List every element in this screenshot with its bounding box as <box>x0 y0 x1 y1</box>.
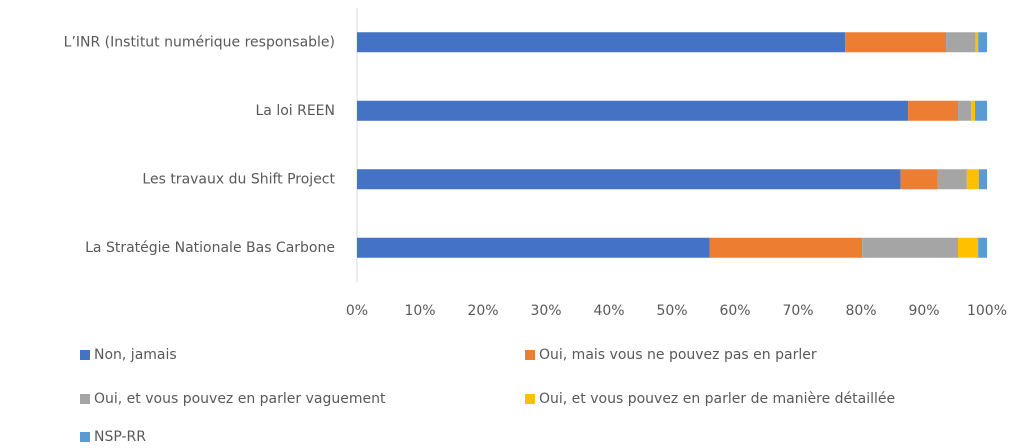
bar-segment <box>709 237 863 258</box>
x-tick-label: 100% <box>967 303 1007 319</box>
legend-label: NSP-RR <box>94 429 146 445</box>
legend-swatch <box>525 394 535 404</box>
x-tick-label: 40% <box>593 303 624 319</box>
bar-segment <box>975 100 987 121</box>
x-tick-label: 50% <box>656 303 687 319</box>
bar-segment <box>966 169 979 190</box>
y-tick-label: La loi REEN <box>255 103 335 119</box>
x-tick-label: 0% <box>346 303 368 319</box>
bar-segment <box>978 237 987 258</box>
x-tick-label: 60% <box>719 303 750 319</box>
legend-label: Oui, mais vous ne pouvez pas en parler <box>539 347 817 363</box>
x-tick-label: 80% <box>845 303 876 319</box>
bar-segment <box>357 100 909 121</box>
bar-segment <box>958 100 972 121</box>
x-tick-label: 90% <box>908 303 939 319</box>
y-tick-label: L’INR (Institut numérique responsable) <box>64 34 335 50</box>
x-tick-label: 10% <box>404 303 435 319</box>
bar-segment <box>937 169 967 190</box>
bar-segment <box>975 32 979 53</box>
legend-label: Oui, et vous pouvez en parler de manière… <box>539 391 895 407</box>
bar-segment <box>357 169 901 190</box>
bar-segment <box>978 169 987 190</box>
x-tick-label: 30% <box>530 303 561 319</box>
x-tick-label: 70% <box>782 303 813 319</box>
y-tick-label: La Stratégie Nationale Bas Carbone <box>85 240 335 256</box>
bar-segment <box>958 237 979 258</box>
legend-swatch <box>80 350 90 360</box>
bar-segment <box>845 32 947 53</box>
bar-segment <box>862 237 959 258</box>
bar-segment <box>900 169 938 190</box>
bar-segment <box>357 237 710 258</box>
legend-label: Oui, et vous pouvez en parler vaguement <box>94 391 386 407</box>
y-tick-label: Les travaux du Shift Project <box>142 171 335 187</box>
legend-swatch <box>80 394 90 404</box>
legend-swatch <box>525 350 535 360</box>
bar-segment <box>971 100 976 121</box>
bar-segment <box>978 32 987 53</box>
legend-label: Non, jamais <box>94 347 177 363</box>
bar-segment <box>357 32 846 53</box>
bar-segment <box>908 100 959 121</box>
x-tick-label: 20% <box>467 303 498 319</box>
legend-swatch <box>80 432 90 442</box>
bar-segment <box>946 32 976 53</box>
